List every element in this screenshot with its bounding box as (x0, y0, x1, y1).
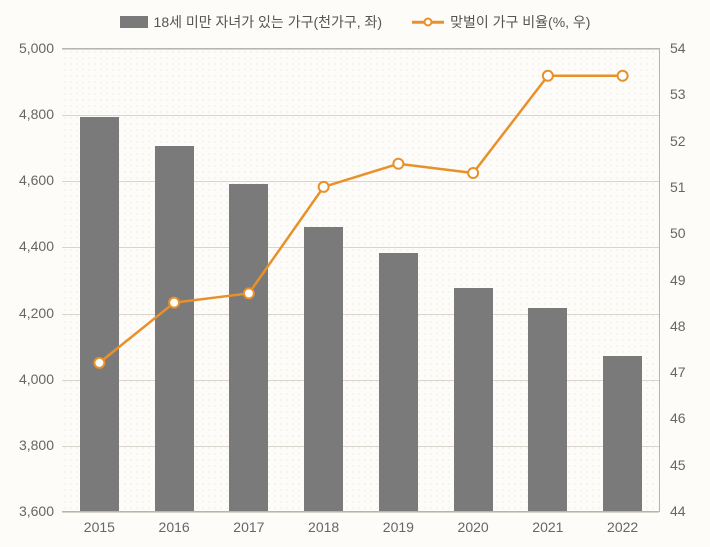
line-marker (169, 298, 179, 308)
y-tick-left: 3,800 (0, 437, 54, 453)
y-tick-left: 4,800 (0, 106, 54, 122)
legend-bar-label: 18세 미만 자녀가 있는 가구(천가구, 좌) (154, 12, 383, 32)
legend-line-label: 맞벌이 가구 비율(%, 우) (450, 12, 590, 32)
line-marker (618, 71, 628, 81)
y-tick-right: 49 (670, 272, 686, 288)
y-tick-right: 53 (670, 86, 686, 102)
y-tick-right: 48 (670, 318, 686, 334)
x-tick: 2017 (233, 519, 264, 535)
y-tick-right: 44 (670, 503, 686, 519)
x-tick: 2022 (607, 519, 638, 535)
y-tick-right: 52 (670, 133, 686, 149)
y-tick-left: 4,000 (0, 371, 54, 387)
y-tick-right: 51 (670, 179, 686, 195)
line-series (62, 48, 660, 511)
y-tick-left: 4,400 (0, 238, 54, 254)
x-tick: 2018 (308, 519, 339, 535)
chart-container: 18세 미만 자녀가 있는 가구(천가구, 좌) 맞벌이 가구 비율(%, 우)… (0, 0, 710, 547)
y-tick-left: 5,000 (0, 40, 54, 56)
line-marker (319, 182, 329, 192)
line-marker (543, 71, 553, 81)
x-tick: 2019 (383, 519, 414, 535)
legend-bar-swatch (120, 16, 148, 28)
x-tick: 2016 (159, 519, 190, 535)
y-tick-left: 4,600 (0, 172, 54, 188)
legend-line-swatch (412, 16, 444, 28)
y-tick-right: 54 (670, 40, 686, 56)
y-tick-left: 4,200 (0, 305, 54, 321)
legend-item-line: 맞벌이 가구 비율(%, 우) (412, 12, 590, 32)
x-tick: 2015 (84, 519, 115, 535)
line-marker (468, 168, 478, 178)
y-tick-right: 45 (670, 457, 686, 473)
legend-item-bar: 18세 미만 자녀가 있는 가구(천가구, 좌) (120, 12, 383, 32)
line-marker (94, 358, 104, 368)
y-tick-left: 3,600 (0, 503, 54, 519)
x-tick: 2021 (532, 519, 563, 535)
y-tick-right: 47 (670, 364, 686, 380)
line-marker (244, 288, 254, 298)
y-tick-right: 50 (670, 225, 686, 241)
x-tick: 2020 (458, 519, 489, 535)
x-axis-line (62, 511, 660, 512)
line-marker (393, 159, 403, 169)
y-tick-right: 46 (670, 410, 686, 426)
legend: 18세 미만 자녀가 있는 가구(천가구, 좌) 맞벌이 가구 비율(%, 우) (0, 0, 710, 32)
